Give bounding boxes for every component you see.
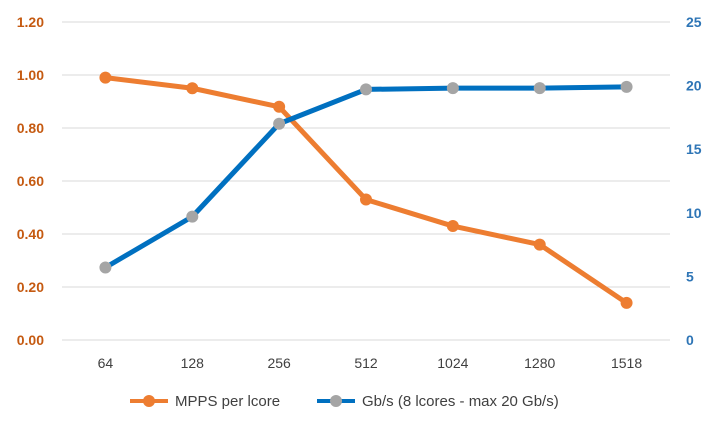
x-tick-label: 64 — [98, 355, 114, 371]
data-point-series-1 — [99, 261, 112, 274]
legend-marker-gbps — [330, 395, 342, 407]
left-tick-label: 1.00 — [17, 67, 44, 83]
data-point-series-1 — [446, 82, 459, 95]
right-tick-label: 0 — [686, 332, 694, 348]
data-point-series-1 — [186, 210, 199, 223]
legend-label-mpps: MPPS per lcore — [175, 393, 280, 410]
legend-marker-mpps — [143, 395, 155, 407]
data-point-series-0 — [360, 193, 372, 206]
data-point-series-0 — [620, 296, 633, 309]
x-tick-label: 256 — [267, 355, 291, 371]
legend: MPPS per lcore Gb/s (8 lcores - max 20 G… — [130, 393, 559, 410]
gridlines — [62, 21, 670, 341]
series-line-0 — [102, 75, 630, 306]
right-tick-label: 25 — [686, 14, 702, 30]
left-tick-label: 1.20 — [17, 14, 44, 30]
data-point-series-0 — [273, 100, 286, 113]
left-tick-label: 0.20 — [17, 279, 44, 295]
x-tick-label: 1024 — [437, 355, 468, 371]
legend-item-gbps: Gb/s (8 lcores - max 20 Gb/s) — [317, 393, 559, 410]
right-tick-label: 10 — [686, 205, 702, 221]
left-tick-label: 0.60 — [17, 173, 44, 189]
x-tick-label: 1518 — [611, 355, 642, 371]
left-tick-label: 0.40 — [17, 226, 44, 242]
series-line-1 — [102, 84, 630, 270]
right-tick-label: 15 — [686, 141, 702, 157]
data-point-series-1 — [273, 117, 286, 130]
data-point-series-1 — [360, 83, 372, 96]
series-layer — [99, 71, 633, 309]
legend-item-mpps: MPPS per lcore — [130, 393, 280, 410]
data-point-series-0 — [99, 71, 112, 84]
left-tick-label: 0.00 — [17, 332, 44, 348]
x-tick-label: 1280 — [524, 355, 555, 371]
right-tick-label: 5 — [686, 268, 694, 284]
x-axis: 64 128 256 512 1024 1280 1518 — [98, 355, 643, 371]
x-tick-label: 128 — [181, 355, 205, 371]
x-tick-label: 512 — [354, 355, 378, 371]
data-point-series-1 — [620, 80, 633, 93]
left-axis: 0.00 0.20 0.40 0.60 0.80 1.00 1.20 — [17, 14, 44, 348]
data-point-series-0 — [186, 82, 199, 95]
legend-label-gbps: Gb/s (8 lcores - max 20 Gb/s) — [362, 393, 559, 410]
left-tick-label: 0.80 — [17, 120, 44, 136]
right-axis: 0 5 10 15 20 25 — [686, 14, 702, 348]
data-point-series-0 — [533, 238, 546, 251]
data-point-series-0 — [446, 220, 459, 233]
data-point-series-1 — [533, 82, 546, 95]
right-tick-label: 20 — [686, 78, 702, 94]
